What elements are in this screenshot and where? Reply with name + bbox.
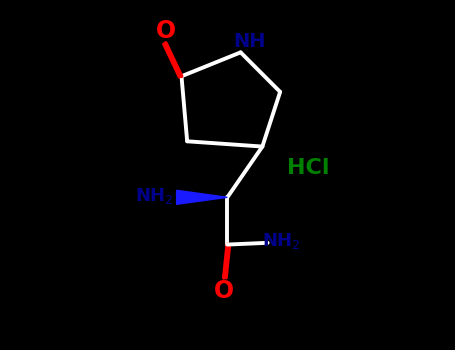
Polygon shape bbox=[177, 190, 228, 204]
Text: HCl: HCl bbox=[287, 158, 329, 178]
Text: NH$_2$: NH$_2$ bbox=[263, 231, 301, 251]
Text: O: O bbox=[156, 19, 176, 43]
Text: O: O bbox=[214, 279, 234, 303]
Text: NH$_2$: NH$_2$ bbox=[135, 186, 173, 205]
Text: NH: NH bbox=[233, 32, 266, 51]
